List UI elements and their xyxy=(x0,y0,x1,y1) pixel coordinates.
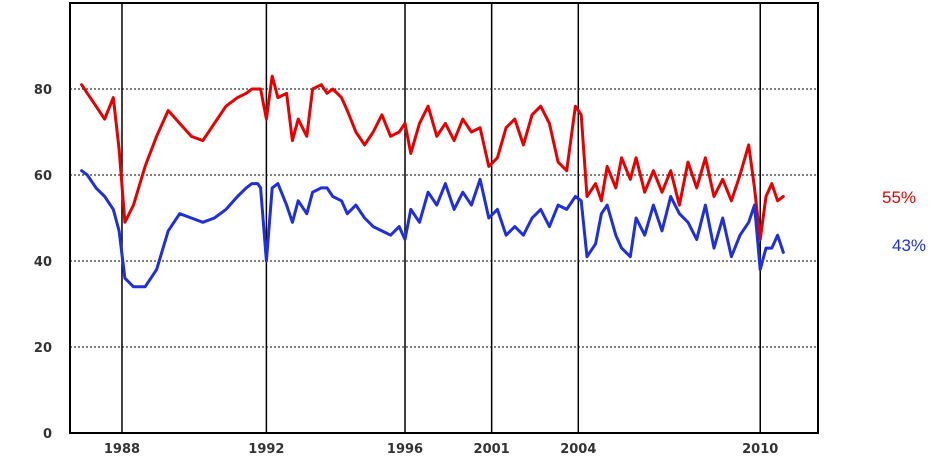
series-lines xyxy=(80,74,785,289)
series-red-end-label: 55% xyxy=(882,188,917,207)
plot-frame xyxy=(69,2,819,434)
y-tick-label-20: 20 xyxy=(34,341,52,356)
y-tick-label-60: 60 xyxy=(34,169,52,184)
y-tick-label-0: 0 xyxy=(43,427,52,442)
x-tick-label-1992: 1992 xyxy=(248,442,284,457)
x-tick-label-1996: 1996 xyxy=(387,442,423,457)
series-blue-end-label: 43% xyxy=(892,236,927,255)
x-tick-label-2001: 2001 xyxy=(474,442,510,457)
y-axis-tick-labels: 0 20 40 60 80 xyxy=(34,83,52,442)
series-red-line xyxy=(80,74,785,241)
series-blue-line xyxy=(80,169,785,289)
x-tick-label-2010: 2010 xyxy=(742,442,778,457)
y-tick-label-40: 40 xyxy=(34,255,52,270)
period-divider-lines xyxy=(121,3,761,433)
y-tick-label-80: 80 xyxy=(34,83,52,98)
x-axis-tick-labels: 1988 1992 1996 2001 2004 2010 xyxy=(104,442,778,457)
x-tick-label-2004: 2004 xyxy=(560,442,596,457)
grid-lines xyxy=(70,88,818,348)
x-tick-label-1988: 1988 xyxy=(104,442,140,457)
